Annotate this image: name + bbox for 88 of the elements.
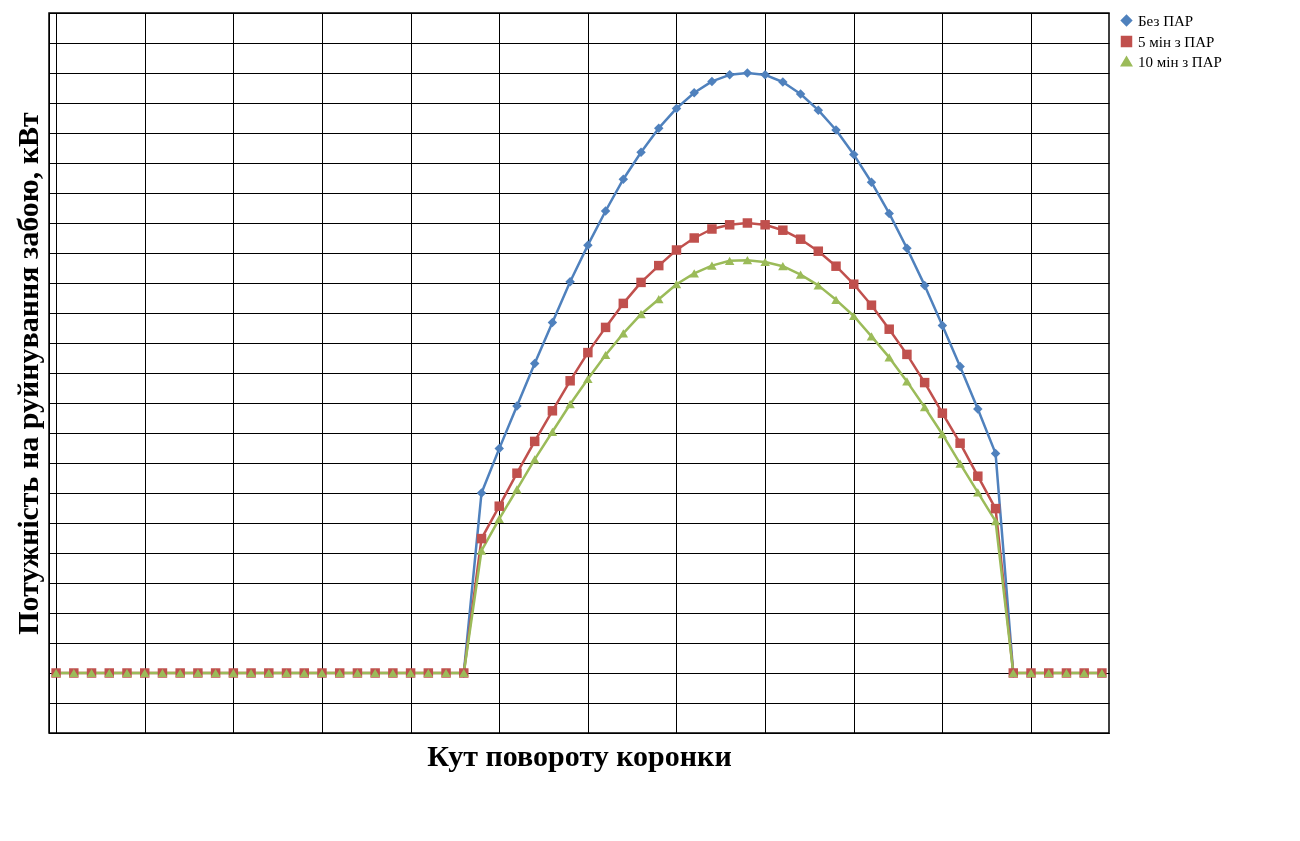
- point: [813, 105, 824, 115]
- point: [494, 501, 504, 511]
- point: [795, 234, 806, 244]
- point: [529, 455, 540, 464]
- point: [884, 353, 894, 362]
- point: [849, 311, 859, 321]
- point: [724, 220, 735, 230]
- point: [955, 361, 965, 372]
- point: [866, 332, 877, 341]
- point: [476, 533, 487, 544]
- point: [760, 257, 770, 267]
- point: [724, 70, 735, 80]
- point: [689, 269, 699, 278]
- point: [618, 174, 629, 184]
- point: [654, 295, 664, 304]
- legend-label: 5 мін з ПАР: [1138, 33, 1215, 50]
- point: [494, 514, 504, 523]
- point: [512, 485, 522, 494]
- point: [742, 218, 753, 228]
- point: [707, 224, 717, 234]
- point: [689, 233, 699, 243]
- point: [707, 76, 717, 87]
- point: [600, 350, 611, 360]
- point: [937, 408, 948, 418]
- point: [583, 374, 593, 384]
- point: [618, 329, 629, 338]
- point: [778, 225, 788, 235]
- point: [565, 400, 575, 409]
- legend-label: Без ПАР: [1138, 12, 1194, 29]
- point: [866, 177, 877, 187]
- point: [919, 377, 930, 388]
- point: [795, 89, 806, 99]
- point: [973, 471, 983, 481]
- point: [654, 260, 664, 271]
- point: [565, 376, 575, 386]
- point: [671, 245, 682, 255]
- point: [583, 347, 593, 358]
- point: [529, 436, 540, 447]
- point: [476, 546, 487, 555]
- point: [724, 256, 735, 265]
- point: [654, 123, 664, 133]
- point: [884, 208, 894, 219]
- point: [476, 488, 487, 498]
- point: [547, 427, 558, 436]
- point: [831, 261, 841, 271]
- point: [990, 517, 1001, 526]
- point: [990, 503, 1001, 514]
- point: [937, 320, 948, 331]
- point: [636, 277, 646, 288]
- point: [742, 68, 753, 78]
- point: [919, 280, 930, 291]
- point: [547, 317, 558, 328]
- y-axis-title: Потужність на руйнування забою, кВт: [10, 112, 44, 635]
- point: [618, 298, 629, 309]
- point: [547, 406, 558, 416]
- point: [919, 403, 930, 412]
- point: [529, 358, 540, 369]
- point: [636, 310, 646, 319]
- point: [849, 149, 859, 160]
- point: [831, 295, 841, 304]
- point: [973, 488, 983, 497]
- point: [937, 430, 948, 439]
- point: [600, 322, 611, 333]
- point: [902, 349, 912, 360]
- point: [671, 103, 682, 114]
- point: [742, 256, 753, 265]
- point: [884, 324, 894, 334]
- point: [955, 459, 965, 468]
- legend-label: 10 мін з ПАР: [1138, 53, 1222, 70]
- point: [813, 246, 824, 256]
- point: [600, 206, 611, 216]
- point: [760, 220, 770, 230]
- point: [565, 277, 575, 287]
- point: [849, 279, 859, 289]
- point: [902, 377, 912, 386]
- point: [795, 270, 806, 279]
- point: [760, 70, 770, 80]
- point: [583, 240, 593, 250]
- point: [512, 468, 522, 478]
- point: [866, 300, 877, 310]
- x-axis-title: Кут повороту коронки: [427, 738, 732, 772]
- point: [707, 261, 717, 270]
- point: [494, 443, 504, 454]
- point: [778, 262, 788, 271]
- point: [955, 438, 965, 448]
- point: [990, 448, 1001, 459]
- point: [902, 243, 912, 253]
- point: [689, 88, 699, 98]
